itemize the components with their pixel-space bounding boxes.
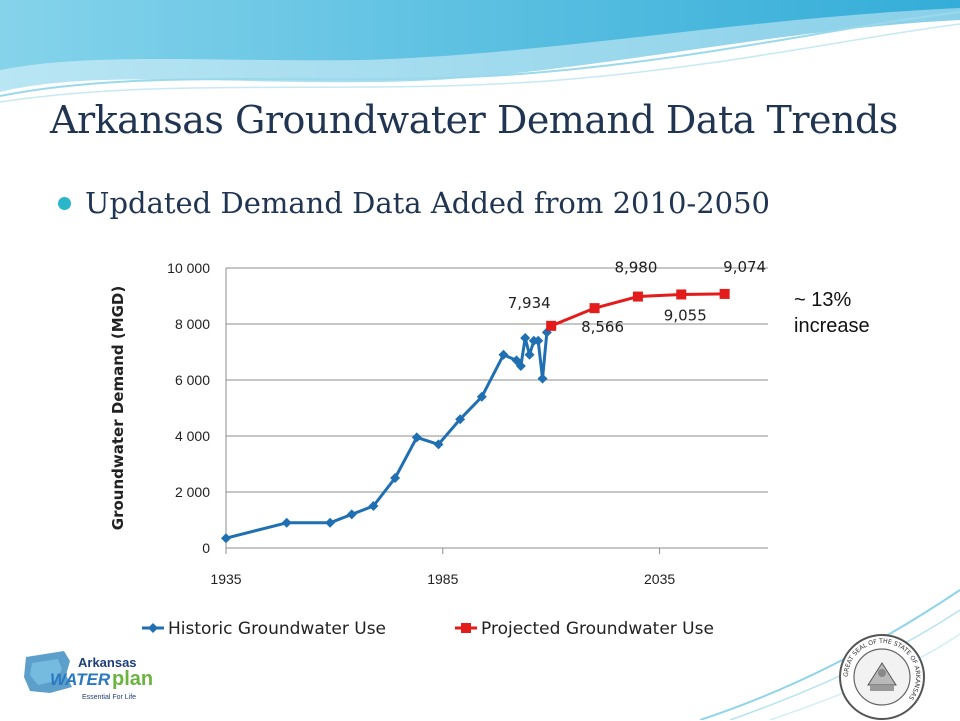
increase-note-label: increase <box>794 315 870 337</box>
increase-note-percent: ~ 13% <box>794 289 852 311</box>
logo-text-plan: plan <box>112 668 153 690</box>
projected-data-point <box>676 289 687 300</box>
y-tick-label: 10 000 <box>167 260 210 276</box>
historic-data-point <box>515 361 526 371</box>
data-label: 8,980 <box>614 259 657 277</box>
historic-data-point <box>520 333 531 343</box>
historic-data-point <box>390 473 401 483</box>
data-label: 8,566 <box>581 318 624 336</box>
historic-data-point <box>455 414 466 425</box>
historic-data-point <box>281 517 292 528</box>
series-line-historic <box>225 332 549 540</box>
state-seal-logo: GREAT SEAL OF THE STATE OF ARKANSAS <box>839 634 925 720</box>
historic-data-point <box>476 391 487 402</box>
historic-data-point <box>411 432 422 443</box>
historic-data-point <box>498 349 509 360</box>
historic-data-point <box>368 501 379 511</box>
legend-label-historic: Historic Groundwater Use <box>168 619 386 639</box>
legend-marker-historic <box>148 623 158 633</box>
historic-data-point <box>533 335 544 346</box>
increase-note: ~ 13% increase <box>794 287 870 339</box>
y-tick-label: 4 000 <box>175 428 210 444</box>
y-axis-title: Groundwater Demand (MGD) <box>109 286 127 530</box>
historic-data-point <box>537 373 548 384</box>
historic-data-point <box>346 509 357 520</box>
logo-tagline: Essential For Life <box>82 694 136 701</box>
y-tick-label: 2 000 <box>175 484 210 500</box>
projected-data-point <box>589 303 600 314</box>
y-tick-label: 8 000 <box>175 316 210 332</box>
logo-text-water: WATER <box>50 670 111 689</box>
projected-data-point <box>632 291 643 302</box>
y-tick-label: 0 <box>202 540 210 556</box>
y-tick-label: 6 000 <box>175 372 210 388</box>
bullet-icon <box>58 196 71 210</box>
bullet-item: Updated Demand Data Added from 2010-2050 <box>58 186 770 220</box>
arkansas-water-plan-logo: Arkansas WATER plan Essential For Life <box>24 651 153 701</box>
top-wave-decoration <box>0 0 960 103</box>
legend-marker-projected <box>461 623 471 633</box>
data-label: 9,074 <box>723 258 766 276</box>
projected-data-point <box>546 320 557 331</box>
slide-title: Arkansas Groundwater Demand Data Trends <box>50 98 898 142</box>
data-label: 9,055 <box>664 306 707 324</box>
historic-data-point <box>325 517 336 528</box>
historic-data-point <box>221 533 231 544</box>
historic-data-point <box>524 349 535 360</box>
x-tick-label: 1985 <box>427 571 458 587</box>
x-tick-label: 1935 <box>210 571 241 587</box>
bullet-text: Updated Demand Data Added from 2010-2050 <box>85 186 771 220</box>
data-label: 7,934 <box>508 294 551 312</box>
logo-text-arkansas: Arkansas <box>78 655 137 670</box>
x-tick-label: 2035 <box>644 571 675 587</box>
projected-data-point <box>719 288 730 299</box>
historic-data-point <box>433 439 444 450</box>
legend-label-projected: Projected Groundwater Use <box>481 619 714 639</box>
